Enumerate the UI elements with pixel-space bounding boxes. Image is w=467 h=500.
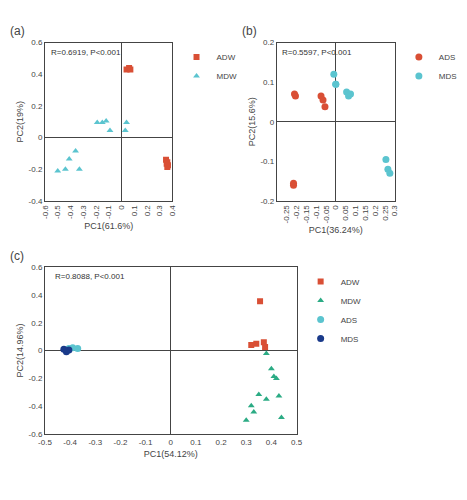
- svg-text:-0.4: -0.4: [66, 205, 75, 219]
- svg-text:PC1(61.6%): PC1(61.6%): [84, 221, 133, 231]
- svg-text:MDS: MDS: [439, 72, 457, 81]
- svg-text:0: 0: [117, 205, 126, 210]
- svg-text:0.2: 0.2: [31, 319, 43, 328]
- svg-text:-0.3: -0.3: [79, 205, 88, 219]
- svg-text:-0.4: -0.4: [29, 402, 43, 411]
- svg-text:-0.1: -0.1: [312, 205, 321, 219]
- svg-text:MDW: MDW: [341, 297, 361, 306]
- svg-text:R=0.6919, P<0.001: R=0.6919, P<0.001: [51, 48, 121, 57]
- svg-text:-0.1: -0.1: [104, 205, 113, 219]
- svg-text:0: 0: [331, 205, 340, 210]
- svg-text:-0.1: -0.1: [260, 157, 274, 166]
- svg-text:0: 0: [38, 346, 43, 355]
- svg-text:0.1: 0.1: [263, 78, 275, 87]
- svg-text:0.5: 0.5: [291, 438, 303, 447]
- svg-text:0.2: 0.2: [31, 102, 43, 111]
- svg-text:-0.2: -0.2: [260, 197, 274, 206]
- svg-text:MDS: MDS: [341, 335, 359, 344]
- svg-text:0.2: 0.2: [371, 205, 380, 217]
- svg-text:-0.2: -0.2: [92, 205, 101, 219]
- svg-text:(a): (a): [10, 24, 25, 38]
- svg-text:MDW: MDW: [217, 72, 237, 81]
- svg-text:0.4: 0.4: [168, 205, 177, 217]
- svg-text:0.3: 0.3: [390, 205, 399, 217]
- svg-text:0.25: 0.25: [381, 205, 390, 221]
- svg-text:0.2: 0.2: [216, 438, 228, 447]
- svg-text:ADW: ADW: [217, 53, 236, 62]
- svg-text:0.4: 0.4: [31, 291, 43, 300]
- svg-text:0: 0: [38, 133, 43, 142]
- svg-text:-0.05: -0.05: [322, 205, 331, 224]
- svg-text:0.4: 0.4: [266, 438, 278, 447]
- svg-text:0.15: 0.15: [361, 205, 370, 221]
- svg-text:-0.2: -0.2: [114, 438, 128, 447]
- svg-text:0.2: 0.2: [263, 38, 275, 47]
- svg-text:(b): (b): [242, 24, 257, 38]
- svg-text:0.05: 0.05: [341, 205, 350, 221]
- svg-text:0.3: 0.3: [241, 438, 253, 447]
- svg-text:-0.1: -0.1: [139, 438, 153, 447]
- svg-text:PC2(15.6%): PC2(15.6%): [247, 97, 257, 146]
- svg-text:-0.2: -0.2: [29, 374, 43, 383]
- svg-text:R=0.8088, P<0.001: R=0.8088, P<0.001: [55, 272, 125, 281]
- svg-text:0: 0: [270, 118, 275, 127]
- svg-text:R=0.5597, P<0.001: R=0.5597, P<0.001: [282, 48, 352, 57]
- svg-text:-0.5: -0.5: [53, 205, 62, 219]
- svg-text:0.6: 0.6: [31, 263, 43, 272]
- svg-text:-0.4: -0.4: [29, 197, 43, 206]
- svg-text:-0.4: -0.4: [63, 438, 77, 447]
- svg-text:0.6: 0.6: [31, 38, 43, 47]
- svg-text:-0.2: -0.2: [292, 205, 301, 219]
- svg-text:-0.5: -0.5: [38, 438, 52, 447]
- svg-text:-0.2: -0.2: [29, 165, 43, 174]
- svg-text:PC1(36.24%): PC1(36.24%): [309, 225, 363, 235]
- svg-text:0.1: 0.1: [190, 438, 202, 447]
- svg-text:PC2(14.96%): PC2(14.96%): [15, 324, 25, 378]
- svg-text:0.2: 0.2: [143, 205, 152, 217]
- svg-text:0.1: 0.1: [130, 205, 139, 217]
- svg-text:PC2(19%): PC2(19%): [15, 101, 25, 143]
- svg-text:-0.25: -0.25: [282, 205, 291, 224]
- svg-text:ADS: ADS: [341, 316, 357, 325]
- svg-text:-0.6: -0.6: [29, 430, 43, 439]
- svg-text:0.3: 0.3: [155, 205, 164, 217]
- svg-text:-0.6: -0.6: [41, 205, 50, 219]
- svg-text:0: 0: [169, 438, 174, 447]
- svg-text:PC1(54.12%): PC1(54.12%): [144, 449, 198, 459]
- svg-text:(c): (c): [10, 249, 24, 263]
- svg-text:0.4: 0.4: [31, 70, 43, 79]
- svg-text:0.1: 0.1: [351, 205, 360, 217]
- svg-text:ADS: ADS: [439, 53, 455, 62]
- svg-text:-0.3: -0.3: [88, 438, 102, 447]
- svg-text:ADW: ADW: [341, 278, 360, 287]
- svg-text:-0.15: -0.15: [302, 205, 311, 224]
